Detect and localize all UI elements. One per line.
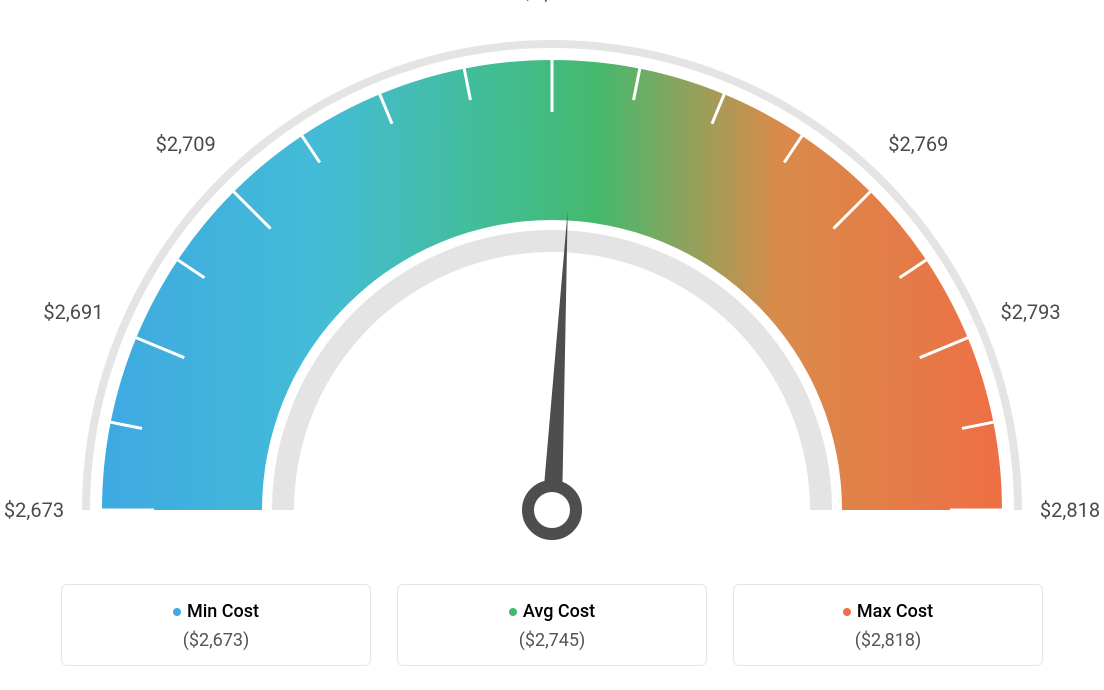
legend-value-max: ($2,818) xyxy=(754,630,1022,651)
legend-title-text: Avg Cost xyxy=(523,601,595,622)
gauge-tick-label: $2,769 xyxy=(888,132,948,156)
legend-card-max: Max Cost ($2,818) xyxy=(733,584,1043,667)
legend-row: Min Cost ($2,673) Avg Cost ($2,745) Max … xyxy=(0,584,1104,667)
legend-dot-avg xyxy=(509,608,517,616)
legend-title-max: Max Cost xyxy=(843,601,933,622)
gauge-tick-label: $2,745 xyxy=(522,0,582,4)
gauge-tick-label: $2,709 xyxy=(156,132,216,156)
legend-title-min: Min Cost xyxy=(173,601,259,622)
legend-title-text: Min Cost xyxy=(187,601,259,622)
gauge-tick-label: $2,793 xyxy=(1000,300,1060,324)
legend-value-min: ($2,673) xyxy=(82,630,350,651)
legend-card-avg: Avg Cost ($2,745) xyxy=(397,584,707,667)
gauge-tick-label: $2,691 xyxy=(43,300,103,324)
gauge-chart: $2,673 $2,691 $2,709 $2,745 $2,769 $2,793 $2,8… xyxy=(0,0,1104,560)
gauge-tick-label: $2,818 xyxy=(1040,498,1100,522)
legend-title-text: Max Cost xyxy=(857,601,933,622)
legend-value-avg: ($2,745) xyxy=(418,630,686,651)
legend-card-min: Min Cost ($2,673) xyxy=(61,584,371,667)
legend-dot-max xyxy=(843,608,851,616)
legend-title-avg: Avg Cost xyxy=(509,601,595,622)
legend-dot-min xyxy=(173,608,181,616)
gauge-tick-label: $2,673 xyxy=(4,498,64,522)
gauge-svg xyxy=(0,0,1104,560)
